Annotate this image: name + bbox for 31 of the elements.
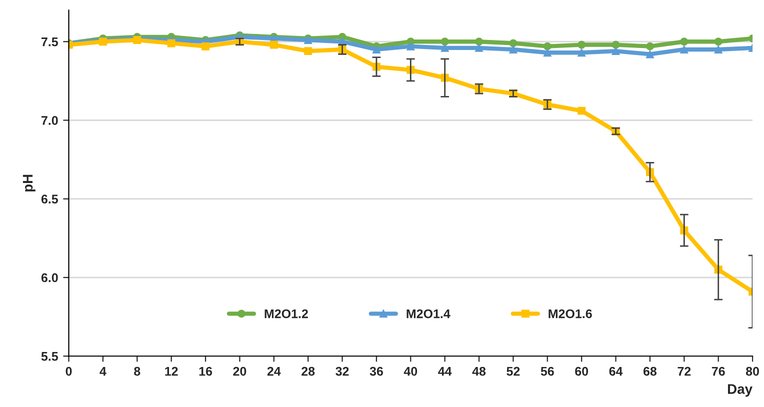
x-tick-label: 32 <box>336 366 349 376</box>
x-tick-label: 24 <box>267 366 281 376</box>
x-tick-label: 40 <box>404 366 418 376</box>
x-tick-label: 44 <box>438 367 452 376</box>
x-tick-label: 8 <box>134 366 140 376</box>
y-tick-label: 7.5 <box>42 38 58 46</box>
y-tick-label: 6.0 <box>41 273 58 282</box>
x-tick-label: 64 <box>609 366 623 376</box>
y-tick-label: 7.0 <box>42 116 58 125</box>
x-tick-label: 28 <box>302 366 315 376</box>
x-tick-label: 16 <box>199 366 212 376</box>
y-axis-title: pH <box>22 174 36 192</box>
x-tick-label: 4 <box>100 367 106 376</box>
y-tick-label: 5.5 <box>41 352 58 361</box>
x-tick-label: 12 <box>165 366 178 376</box>
x-axis-title: Day <box>728 384 752 397</box>
x-tick-label: 60 <box>575 366 588 376</box>
y-tick-label: 6.5 <box>41 194 58 204</box>
x-tick-label: 76 <box>712 366 725 376</box>
x-tick-label: 80 <box>746 366 759 376</box>
x-tick-label: 20 <box>233 366 246 376</box>
legend-label: M2O1.2 <box>264 309 308 318</box>
x-tick-label: 68 <box>643 366 657 376</box>
x-tick-label: 52 <box>506 366 520 376</box>
legend-label: M2O1.4 <box>406 309 450 318</box>
x-tick-label: 0 <box>66 366 72 376</box>
legend-label: M2O1.6 <box>548 309 592 318</box>
x-tick-label: 48 <box>472 366 486 376</box>
x-tick-label: 56 <box>540 366 554 376</box>
x-tick-label: 36 <box>370 366 383 376</box>
x-tick-label: 72 <box>678 366 691 376</box>
